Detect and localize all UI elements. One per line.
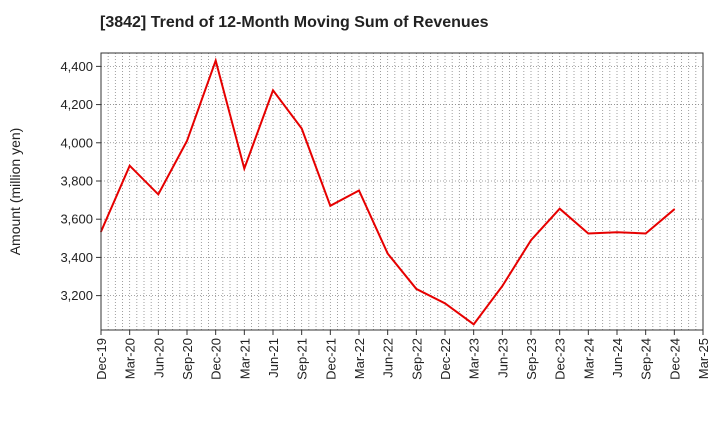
y-tick-label: 3,800	[60, 173, 93, 188]
x-tick-label: Dec-23	[553, 338, 568, 380]
y-tick-label: 3,200	[60, 288, 93, 303]
chart-title: [3842] Trend of 12-Month Moving Sum of R…	[100, 14, 489, 31]
x-tick-label: Dec-21	[323, 338, 338, 380]
x-tick-label: Jun-21	[266, 338, 281, 378]
data-point	[616, 231, 618, 233]
series-layer	[100, 57, 676, 326]
y-tick-label: 4,200	[60, 97, 93, 112]
x-tick-label: Dec-20	[209, 338, 224, 380]
data-point	[243, 167, 246, 170]
y-tick-label: 3,400	[60, 250, 93, 265]
y-tick-label: 3,600	[60, 212, 93, 227]
data-point	[558, 207, 561, 210]
data-point	[530, 239, 532, 242]
data-point	[128, 164, 131, 167]
data-point	[587, 232, 590, 235]
data-point	[501, 285, 504, 287]
data-point	[329, 205, 332, 207]
grid-lines	[101, 53, 703, 330]
x-tick-label: Mar-25	[696, 338, 711, 379]
x-tick-label: Sep-22	[409, 338, 424, 380]
data-point	[644, 232, 647, 235]
data-point	[186, 140, 188, 142]
x-tick-label: Jun-20	[151, 338, 166, 378]
x-tick-label: Dec-19	[94, 338, 109, 380]
x-axis-ticks: Dec-19 Mar-20 Jun-20 Sep-20 Dec-20 Mar-21 Jun-…	[94, 330, 711, 380]
y-axis-ticks: 3,200 3,400 3,600 3,800 4,000 4,200 4,400	[60, 59, 101, 303]
x-tick-label: Sep-20	[180, 338, 195, 380]
y-tick-label: 4,400	[60, 59, 93, 74]
data-point	[444, 302, 446, 305]
x-tick-label: Sep-24	[639, 338, 654, 380]
data-point	[358, 189, 360, 192]
x-tick-label: Mar-23	[467, 338, 482, 379]
x-tick-label: Mar-21	[237, 338, 252, 379]
data-point	[300, 127, 303, 130]
y-tick-label: 4,000	[60, 135, 93, 150]
data-point	[214, 59, 217, 62]
data-point	[673, 208, 676, 211]
data-point	[415, 288, 418, 290]
data-point	[386, 252, 389, 255]
x-tick-label: Sep-21	[295, 338, 310, 380]
x-tick-label: Dec-24	[667, 338, 682, 380]
x-tick-label: Jun-22	[381, 338, 396, 378]
data-point	[157, 193, 160, 196]
data-point	[272, 89, 274, 92]
data-point	[472, 323, 475, 326]
y-axis-label: Amount (million yen)	[7, 128, 23, 256]
x-tick-label: Sep-23	[524, 338, 539, 380]
x-tick-label: Jun-23	[495, 338, 510, 378]
plot-frame	[100, 52, 704, 331]
x-tick-label: Dec-22	[438, 338, 453, 380]
x-tick-label: Jun-24	[610, 338, 625, 378]
x-tick-label: Mar-24	[581, 338, 596, 379]
x-tick-label: Mar-20	[123, 338, 138, 379]
x-tick-label: Mar-22	[352, 338, 367, 379]
